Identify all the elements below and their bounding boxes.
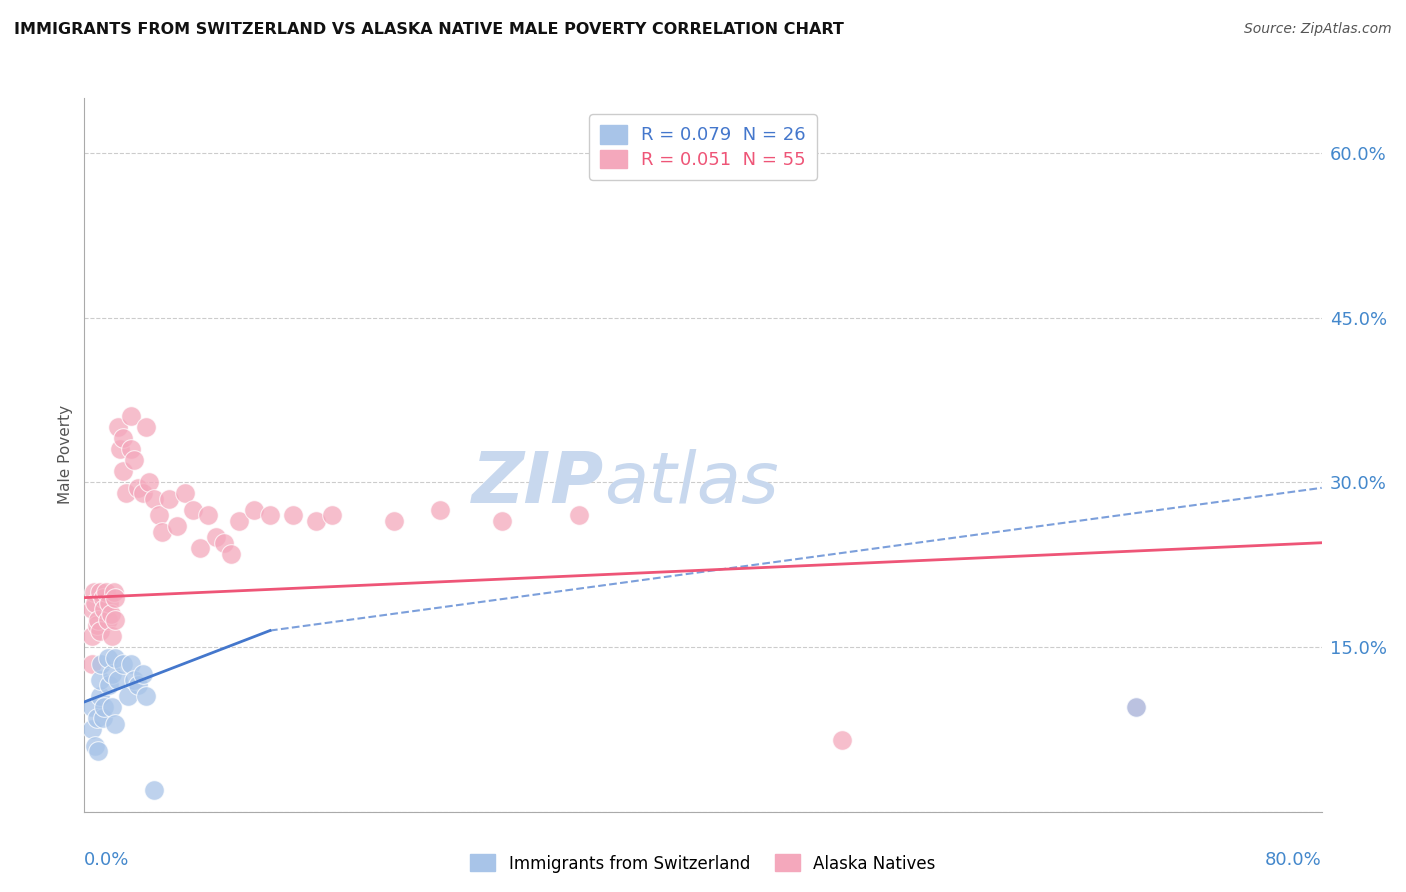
Point (159, 491, 181, 506)
Point (83, 585, 105, 599)
Point (98, 678, 121, 692)
Point (143, 782, 166, 797)
Point (112, 464, 135, 478)
Point (90, 657, 112, 671)
Point (82, 723, 104, 737)
Point (243, 503, 266, 517)
Point (122, 673, 145, 687)
Point (122, 453, 145, 467)
Point (107, 420, 129, 434)
Point (174, 486, 197, 500)
Point (259, 508, 281, 523)
Point (321, 508, 343, 523)
Point (831, 733, 853, 747)
Point (101, 629, 124, 643)
Point (89, 624, 111, 638)
Legend: Immigrants from Switzerland, Alaska Natives: Immigrants from Switzerland, Alaska Nati… (464, 847, 942, 880)
Point (89, 585, 111, 599)
Point (82, 601, 104, 615)
Point (115, 486, 138, 500)
Point (84, 739, 107, 753)
Point (135, 690, 157, 704)
Point (82, 700, 104, 714)
Point (87, 613, 110, 627)
Point (91, 591, 114, 605)
Point (104, 613, 127, 627)
Point (128, 481, 150, 495)
Point (104, 591, 127, 605)
Point (135, 420, 157, 434)
Point (101, 667, 124, 681)
Point (82, 629, 104, 643)
Point (429, 503, 451, 517)
Point (93, 601, 115, 615)
Legend: R = 0.079  N = 26, R = 0.051  N = 55: R = 0.079 N = 26, R = 0.051 N = 55 (589, 114, 817, 180)
Point (305, 514, 328, 528)
Point (197, 508, 219, 523)
Point (181, 503, 204, 517)
Point (132, 667, 155, 681)
Text: ZIP: ZIP (472, 449, 605, 518)
Point (283, 508, 305, 523)
Point (138, 475, 160, 490)
Point (112, 657, 135, 671)
Point (120, 442, 142, 457)
Point (86, 711, 108, 725)
Point (150, 524, 173, 539)
Point (128, 678, 150, 692)
Point (120, 657, 142, 671)
Point (382, 514, 405, 528)
Point (104, 717, 127, 731)
Point (148, 508, 170, 523)
Point (221, 547, 243, 561)
Point (228, 514, 250, 528)
Point (166, 519, 188, 533)
Text: 0.0%: 0.0% (84, 851, 129, 869)
Point (93, 700, 115, 714)
Point (100, 607, 122, 621)
Point (188, 541, 212, 556)
Point (89, 673, 111, 687)
Point (86, 618, 108, 632)
Point (212, 535, 235, 549)
Point (84, 596, 107, 610)
Point (132, 486, 155, 500)
Y-axis label: Male Poverty: Male Poverty (58, 405, 73, 505)
Point (1125, 700, 1147, 714)
Point (89, 690, 111, 704)
Point (205, 530, 228, 544)
Point (87, 744, 110, 758)
Point (103, 585, 125, 599)
Point (97, 651, 120, 665)
Point (568, 508, 591, 523)
Point (491, 514, 513, 528)
Point (101, 700, 124, 714)
Text: Source: ZipAtlas.com: Source: ZipAtlas.com (1244, 22, 1392, 37)
Text: IMMIGRANTS FROM SWITZERLAND VS ALASKA NATIVE MALE POVERTY CORRELATION CHART: IMMIGRANTS FROM SWITZERLAND VS ALASKA NA… (14, 22, 844, 37)
Point (108, 442, 131, 457)
Point (104, 651, 127, 665)
Point (107, 673, 129, 687)
Point (82, 657, 104, 671)
Text: atlas: atlas (605, 449, 779, 518)
Point (94, 585, 117, 599)
Text: 80.0%: 80.0% (1265, 851, 1322, 869)
Point (143, 491, 166, 506)
Point (91, 711, 114, 725)
Point (120, 409, 142, 424)
Point (1125, 700, 1147, 714)
Point (98, 596, 121, 610)
Point (117, 690, 139, 704)
Point (97, 613, 120, 627)
Point (112, 432, 135, 446)
